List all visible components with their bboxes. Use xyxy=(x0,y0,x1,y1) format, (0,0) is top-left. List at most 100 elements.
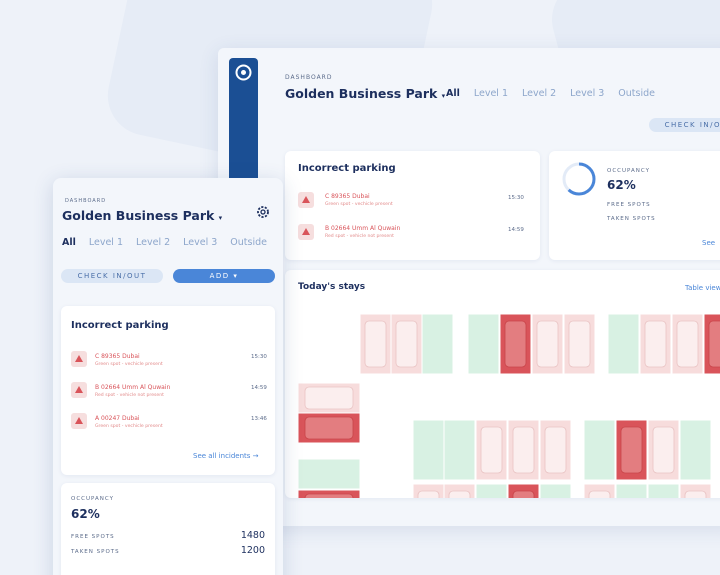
parking-spot xyxy=(297,458,361,490)
plate: C 89365 Dubai xyxy=(325,193,370,200)
warning-icon xyxy=(298,224,314,240)
spot-area xyxy=(615,483,648,498)
occupancy-card: OCCUPANCY 62% FREE SPOTS 1480 TAKEN SPOT… xyxy=(61,483,275,575)
parking-spot xyxy=(507,483,540,498)
desktop-panel: DASHBOARD Golden Business Park ▾ All Lev… xyxy=(218,48,720,528)
warning-icon xyxy=(298,192,314,208)
site-title[interactable]: Golden Business Park ▾ xyxy=(285,86,446,101)
spot-area xyxy=(421,313,454,375)
spot-area xyxy=(475,483,508,498)
time: 15:30 xyxy=(508,195,524,201)
parking-spot xyxy=(607,313,640,375)
tabs: All Level 1 Level 2 Level 3 Outside xyxy=(62,237,267,248)
parking-spot xyxy=(703,313,720,375)
see-all-link[interactable]: See all incidents → xyxy=(193,452,259,460)
card-title: Incorrect parking xyxy=(71,320,169,331)
tab[interactable]: Level 2 xyxy=(522,88,557,99)
parking-spot xyxy=(412,483,445,498)
parking-spot xyxy=(615,419,648,481)
car xyxy=(588,490,611,498)
time: 15:30 xyxy=(251,354,267,360)
tab[interactable]: Level 1 xyxy=(473,88,509,99)
settings-icon[interactable] xyxy=(255,204,271,220)
tab[interactable]: Level 1 xyxy=(88,237,124,248)
free-label: FREE SPOTS xyxy=(71,534,115,540)
incorrect-parking-card: Incorrect parking C 89365 Dubai Green sp… xyxy=(61,306,275,475)
occupancy-label: OCCUPANCY xyxy=(607,168,650,174)
parking-spot xyxy=(647,483,680,498)
parking-spot xyxy=(615,483,648,498)
spot-area xyxy=(443,419,476,481)
site-title-text: Golden Business Park xyxy=(62,208,215,223)
logo xyxy=(235,64,252,81)
car xyxy=(448,490,471,498)
site-title[interactable]: Golden Business Park ▾ xyxy=(62,208,223,223)
car xyxy=(512,490,535,498)
mobile-panel: DASHBOARD Golden Business Park ▾ All Lev… xyxy=(53,178,283,575)
parking-spot xyxy=(679,483,712,498)
car xyxy=(620,426,643,474)
free-label: FREE SPOTS xyxy=(607,202,651,208)
parking-spot xyxy=(499,313,532,375)
table-view-link[interactable]: Table view xyxy=(685,284,720,292)
car xyxy=(708,320,720,368)
see-link[interactable]: See xyxy=(702,239,716,247)
note: Red spot - vehicle not present xyxy=(95,393,164,398)
tab[interactable]: Outside xyxy=(230,237,267,248)
add-text: ADD xyxy=(209,272,230,280)
note: Green spot - vechicle present xyxy=(95,362,163,367)
warning-icon xyxy=(71,382,87,398)
check-button[interactable]: CHECK IN/OUT xyxy=(61,269,163,283)
spot-area xyxy=(297,458,361,490)
parking-spot xyxy=(412,419,445,481)
time: 14:59 xyxy=(508,227,524,233)
car xyxy=(652,426,675,474)
tab[interactable]: All xyxy=(446,88,460,99)
see-all-text: See all incidents xyxy=(193,452,251,460)
parking-spot xyxy=(297,489,361,498)
card-title: Today's stays xyxy=(298,282,366,292)
plate: C 89365 Dubai xyxy=(95,353,140,360)
parking-spot xyxy=(679,419,712,481)
parking-spot xyxy=(297,382,361,414)
incorrect-parking-card: Incorrect parking C 89365 Dubai Green sp… xyxy=(285,151,540,260)
parking-spot xyxy=(647,419,680,481)
tab[interactable]: Level 2 xyxy=(136,237,171,248)
add-button[interactable]: ADD ▾ xyxy=(173,269,275,283)
car xyxy=(536,320,559,368)
plate: B 02664 Umm Al Quwain xyxy=(95,384,171,391)
warning-icon xyxy=(71,413,87,429)
spot-area xyxy=(412,419,445,481)
spot-area xyxy=(583,419,616,481)
free-count: 1480 xyxy=(240,530,265,541)
car xyxy=(417,490,440,498)
check-button[interactable]: CHECK IN/OUT xyxy=(649,118,720,132)
parking-spot xyxy=(583,483,616,498)
parking-spot xyxy=(475,419,508,481)
car xyxy=(395,320,418,368)
breadcrumb: DASHBOARD xyxy=(65,198,107,204)
car xyxy=(304,386,354,410)
tab[interactable]: Level 3 xyxy=(183,237,218,248)
ring-value xyxy=(562,162,596,196)
car xyxy=(480,426,503,474)
time: 14:59 xyxy=(251,385,267,391)
car xyxy=(304,493,354,498)
time: 13:46 xyxy=(251,416,267,422)
car xyxy=(512,426,535,474)
car xyxy=(676,320,699,368)
car xyxy=(304,416,354,440)
card-title: Incorrect parking xyxy=(298,163,396,174)
taken-count: 1200 xyxy=(240,545,265,556)
spot-area xyxy=(539,483,572,498)
occupancy-value: 62% xyxy=(71,507,100,521)
occupancy-value: 62% xyxy=(607,178,636,192)
tab[interactable]: All xyxy=(62,237,76,248)
parking-spot xyxy=(297,412,361,444)
occupancy-label: OCCUPANCY xyxy=(71,496,114,502)
occupancy-card: OCCUPANCY 62% FREE SPOTS TAKEN SPOTS See xyxy=(549,151,720,260)
spot-area xyxy=(607,313,640,375)
tab[interactable]: Outside xyxy=(618,88,655,99)
tab[interactable]: Level 3 xyxy=(570,88,605,99)
